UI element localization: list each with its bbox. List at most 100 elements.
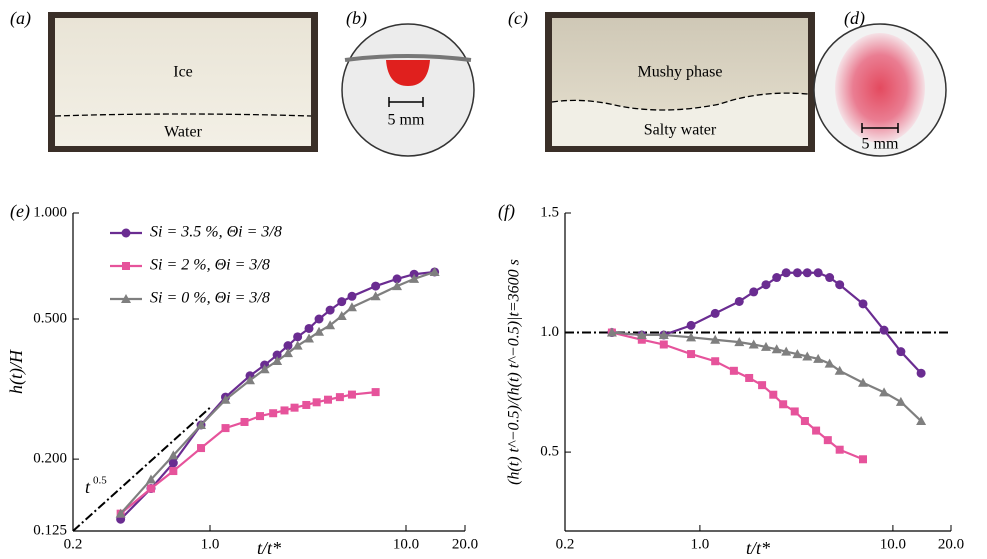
marker: [325, 320, 336, 330]
marker: [606, 327, 617, 337]
y-tick-label: 1.000: [33, 204, 67, 220]
series-line: [119, 391, 376, 515]
marker: [256, 412, 265, 421]
marker: [335, 393, 344, 402]
legend-marker: [121, 228, 131, 238]
marker: [858, 377, 869, 387]
marker: [636, 329, 647, 339]
series-line: [119, 270, 435, 521]
marker: [293, 332, 303, 342]
marker: [282, 348, 293, 358]
marker: [813, 353, 824, 363]
photo-text: Salty water: [644, 122, 717, 139]
marker: [710, 334, 721, 344]
marker: [392, 274, 402, 284]
marker: [314, 326, 325, 336]
x-tick-label: 10.0: [393, 536, 419, 552]
marker: [835, 445, 844, 454]
series-line: [119, 270, 435, 515]
marker: [790, 407, 799, 416]
mushy-region: [552, 18, 808, 110]
panel-label: (b): [346, 8, 367, 29]
marker: [802, 268, 812, 278]
marker: [686, 320, 696, 330]
scale-text: 5 mm: [388, 112, 425, 129]
reference-line: [72, 406, 211, 532]
marker: [835, 280, 845, 290]
marker: [658, 329, 669, 339]
marker: [272, 350, 282, 360]
marker: [347, 390, 356, 399]
marker: [779, 400, 788, 409]
marker: [272, 355, 283, 365]
x-tick-label: 1.0: [201, 536, 220, 552]
marker: [916, 368, 926, 378]
marker: [409, 273, 420, 283]
photo-text: Ice: [173, 64, 193, 81]
marker: [280, 406, 289, 415]
x-tick-label: 0.2: [64, 536, 83, 552]
marker: [659, 340, 668, 349]
marker: [168, 450, 179, 460]
legend-label: Si = 2 %, Θi = 3/8: [150, 257, 270, 274]
marker: [749, 287, 759, 297]
series-line: [611, 331, 864, 461]
marker: [859, 455, 868, 464]
marker: [729, 366, 738, 375]
marker: [302, 400, 311, 409]
marker: [292, 340, 303, 350]
marker: [748, 339, 759, 349]
marker: [259, 364, 270, 374]
marker: [314, 314, 324, 324]
x-tick-label: 20.0: [938, 536, 964, 552]
x-tick-label: 20.0: [452, 536, 478, 552]
x-axis-label: t/t*: [746, 538, 770, 558]
scale-bar: [861, 123, 899, 133]
marker: [145, 474, 156, 484]
marker: [337, 297, 347, 307]
marker: [710, 308, 720, 318]
reference-label: t: [85, 477, 91, 497]
y-tick-label: 0.500: [33, 310, 67, 326]
marker: [221, 424, 230, 433]
marker: [115, 508, 126, 518]
marker: [269, 409, 278, 418]
marker: [858, 299, 868, 309]
marker: [792, 268, 802, 278]
y-axis-label: h(t)/H: [6, 349, 27, 394]
panel-label: (e): [10, 201, 30, 222]
marker: [312, 398, 321, 407]
marker: [392, 281, 403, 291]
marker: [346, 302, 357, 312]
marker: [823, 436, 832, 445]
marker: [734, 296, 744, 306]
marker: [813, 268, 823, 278]
panel-label: (d): [844, 8, 865, 29]
marker: [896, 347, 906, 357]
x-axis-label: t/t*: [257, 538, 281, 558]
marker: [336, 310, 347, 320]
marker: [220, 394, 231, 404]
marker: [283, 341, 293, 351]
marker: [637, 335, 646, 344]
marker: [429, 266, 440, 276]
marker: [290, 403, 299, 412]
marker: [370, 291, 381, 301]
scale-bar: [388, 97, 424, 107]
droplet: [386, 60, 430, 86]
marker: [240, 417, 249, 426]
marker: [761, 280, 771, 290]
y-tick-label: 0.125: [33, 522, 67, 538]
panel-label: (a): [10, 8, 31, 29]
marker: [734, 337, 745, 347]
marker: [304, 323, 314, 333]
marker: [834, 365, 845, 375]
photo: [55, 18, 311, 146]
marker: [304, 333, 315, 343]
marker: [824, 358, 835, 368]
legend-label: Si = 3.5 %, Θi = 3/8: [150, 224, 282, 241]
marker: [325, 305, 335, 315]
photo-text: Water: [164, 124, 202, 141]
y-axis-label: (h(t) t^−0.5)/(h(t) t^−0.5)|t=3600 s: [506, 259, 523, 485]
